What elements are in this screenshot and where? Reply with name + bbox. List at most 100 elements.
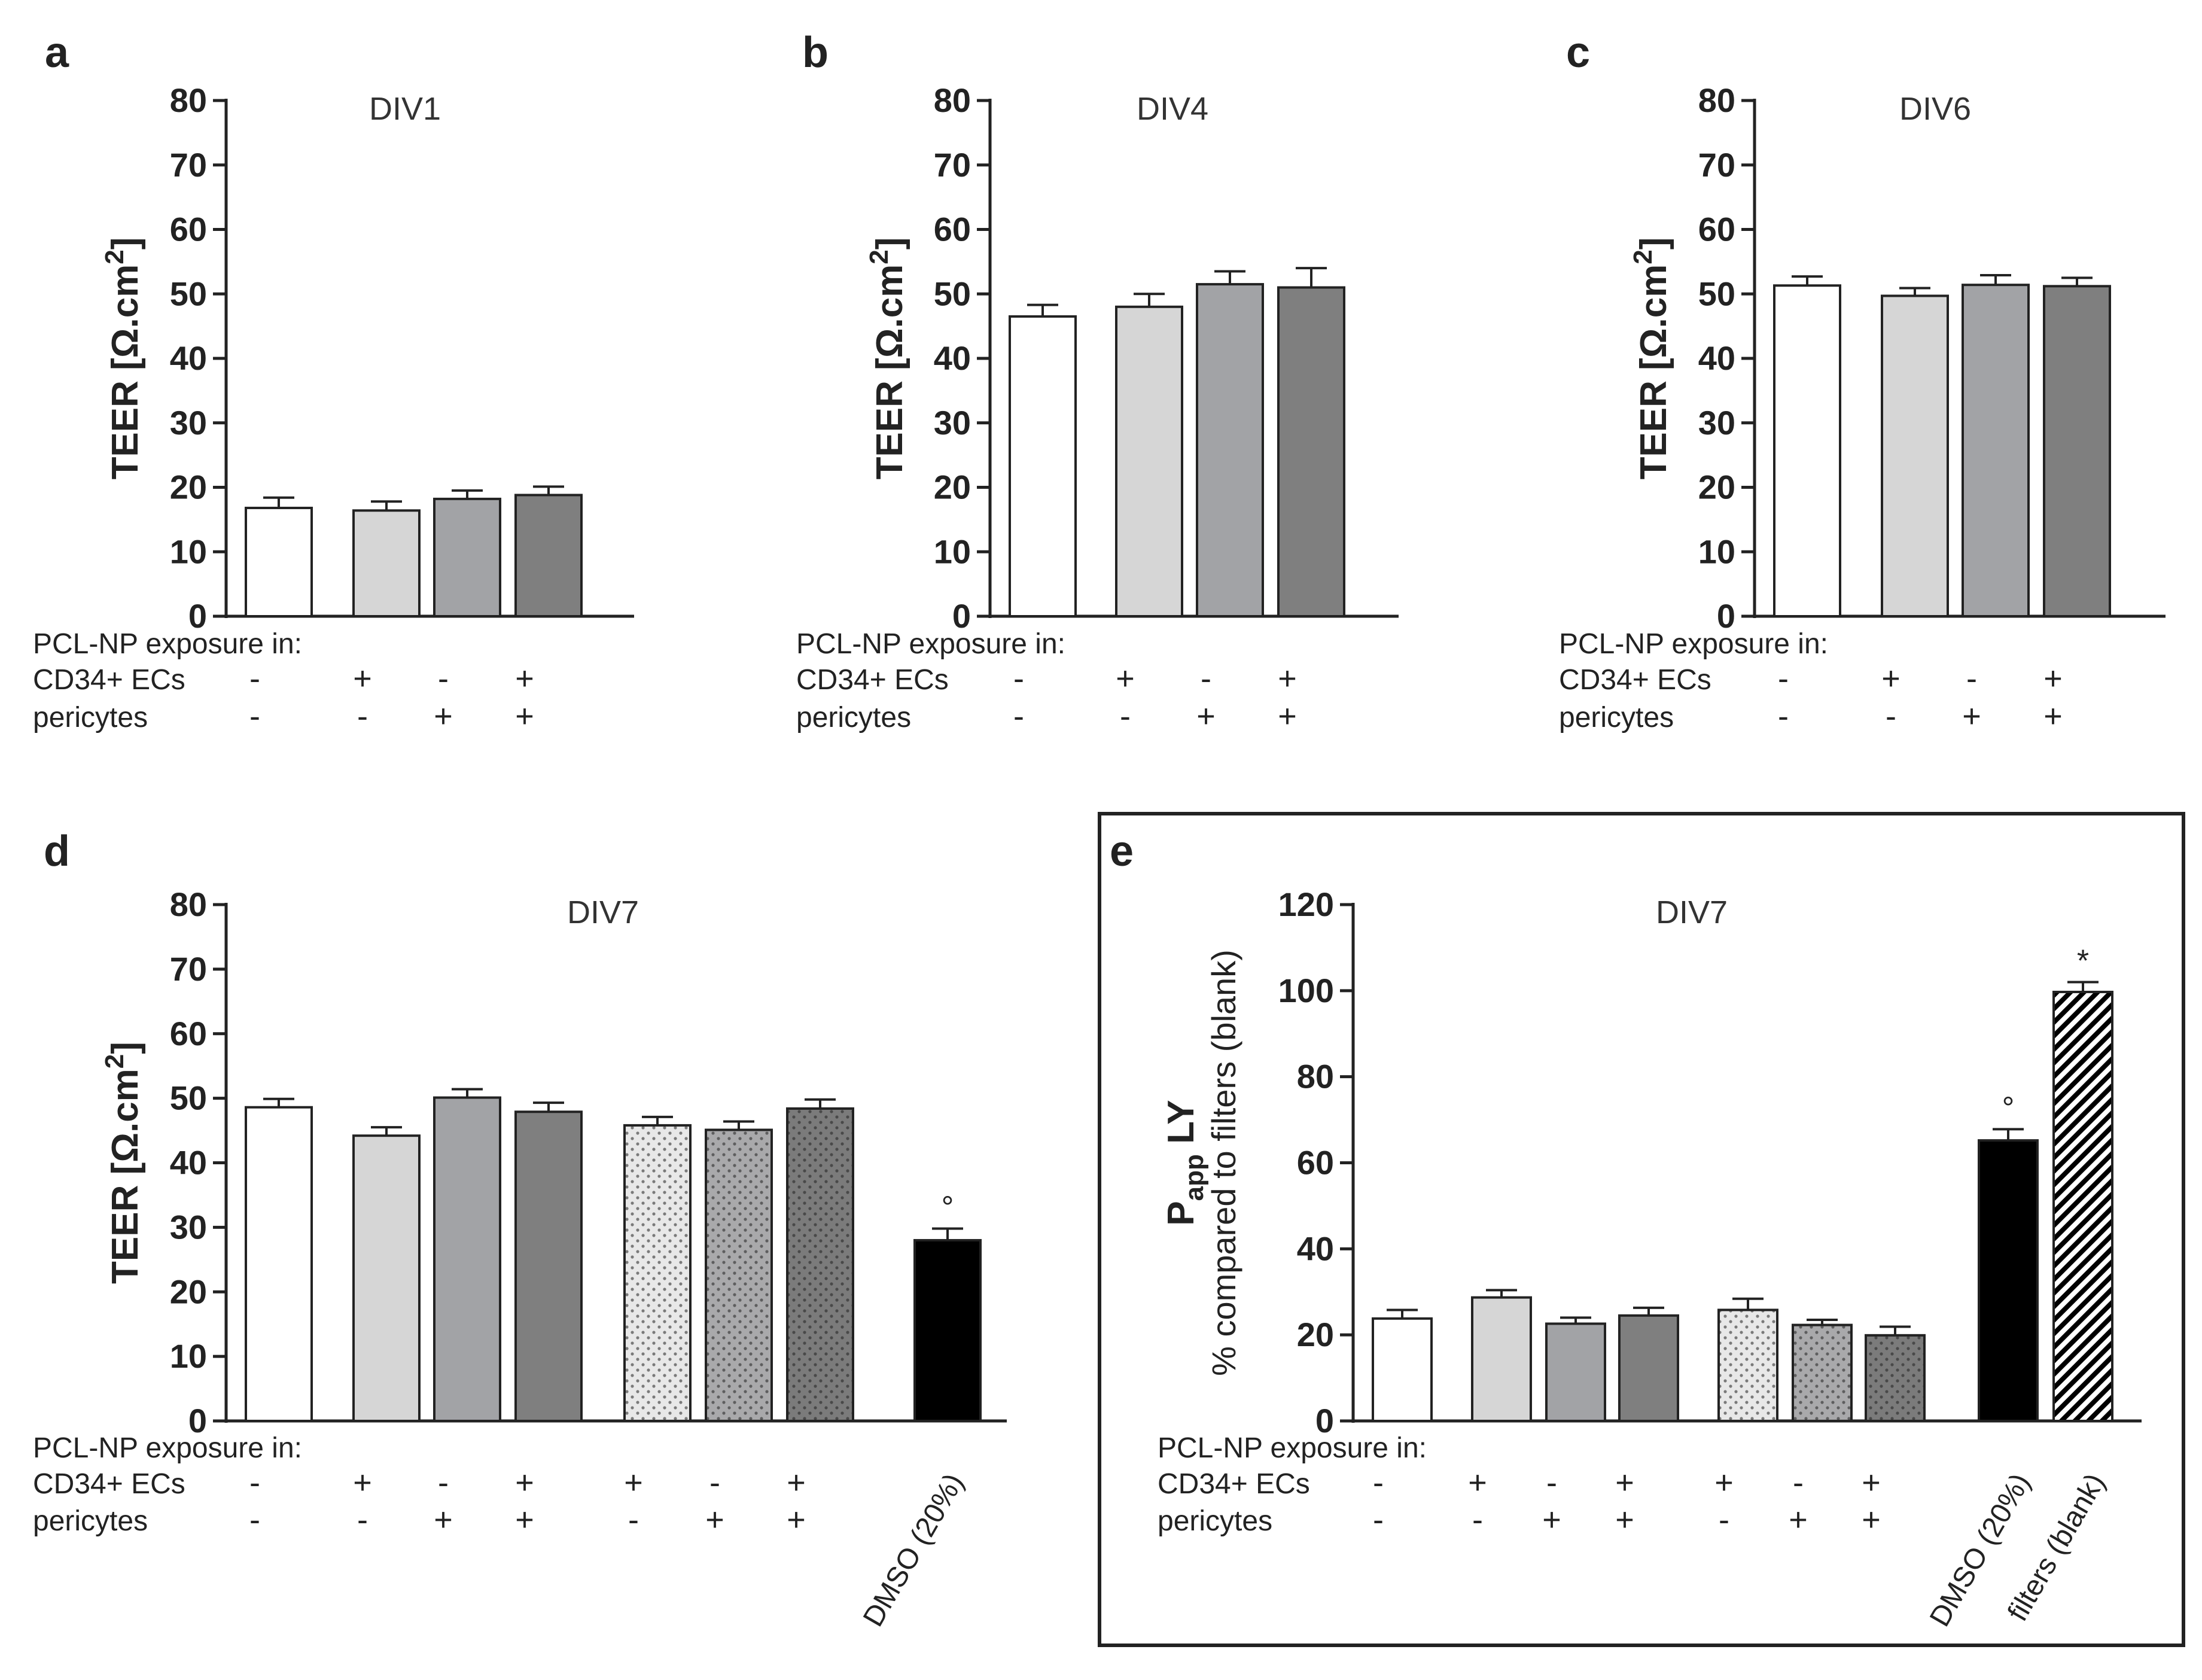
sign-e-3-6: + bbox=[1789, 1502, 1808, 1538]
y-tick-label-a: 60 bbox=[170, 211, 207, 248]
row-label-d-1: PCL-NP exposure in: bbox=[33, 1432, 302, 1464]
y-axis-label-d: TEER [Ω.cm2] bbox=[100, 1042, 146, 1284]
sign-e-2-3: - bbox=[1546, 1465, 1557, 1501]
y-tick-label-b: 70 bbox=[934, 146, 971, 184]
y-tick-label-b: 80 bbox=[934, 81, 971, 119]
row-label-b-3: pericytes bbox=[796, 702, 911, 734]
y-tick-label-e: 0 bbox=[1315, 1402, 1334, 1439]
y-tick-label-a: 10 bbox=[170, 532, 207, 570]
bar-c-3 bbox=[1962, 284, 2030, 618]
sign-d-2-3: - bbox=[438, 1465, 449, 1501]
sign-b-3-2: - bbox=[1120, 698, 1131, 734]
sign-d-3-5: - bbox=[628, 1502, 639, 1538]
sign-b-2-1: - bbox=[1013, 661, 1024, 696]
bar-pattern-e-6 bbox=[1792, 1323, 1853, 1422]
y-tick-label-d: 70 bbox=[170, 950, 207, 988]
y-tick-label-c: 70 bbox=[1698, 146, 1735, 184]
y-tick-label-c: 50 bbox=[1698, 275, 1735, 312]
sign-e-3-2: - bbox=[1472, 1502, 1483, 1538]
sign-d-2-4: + bbox=[515, 1465, 534, 1501]
bar-pattern-e-7 bbox=[1865, 1334, 1926, 1422]
bar-e-3 bbox=[1545, 1322, 1606, 1422]
y-tick-label-a: 50 bbox=[170, 275, 207, 312]
y-tick-label-b: 0 bbox=[952, 597, 971, 635]
sign-a-3-4: + bbox=[515, 698, 534, 734]
bar-b-2 bbox=[1115, 305, 1183, 617]
sign-e-3-7: + bbox=[1862, 1502, 1881, 1538]
panel-e-frame bbox=[1098, 812, 2185, 1647]
sign-a-2-3: - bbox=[438, 661, 449, 696]
sign-d-2-5: + bbox=[624, 1465, 643, 1501]
y-tick-label-a: 80 bbox=[170, 81, 207, 119]
panel-e: e DIV7 0 20 40 60 80 100 120 Papp LY% compared to… bbox=[1110, 827, 2142, 1632]
y-tick-label-d: 0 bbox=[188, 1402, 207, 1439]
sign-a-2-2: + bbox=[353, 661, 372, 696]
row-label-e-2: CD34+ ECs bbox=[1158, 1468, 1310, 1500]
y-tick-label-e: 80 bbox=[1297, 1058, 1334, 1095]
row-label-a-1: PCL-NP exposure in: bbox=[33, 628, 302, 660]
y-tick-label-b: 30 bbox=[934, 404, 971, 442]
y-tick-label-b: 50 bbox=[934, 275, 971, 312]
sign-e-3-4: + bbox=[1615, 1502, 1634, 1538]
y-axis-sublabel-e: % compared to filters (blank) bbox=[1205, 949, 1242, 1376]
panel-b: b DIV4 0 10 20 30 40 50 60 70 80 TEER [Ω.cm2] PCL-NP… bbox=[796, 29, 1399, 734]
row-label-b-2: CD34+ ECs bbox=[796, 664, 949, 696]
significance-marker-d-8: ° bbox=[942, 1191, 954, 1225]
y-tick-label-a: 40 bbox=[170, 339, 207, 377]
sign-c-3-1: - bbox=[1778, 698, 1789, 734]
row-label-d-3: pericytes bbox=[33, 1505, 148, 1537]
bar-c-1 bbox=[1773, 284, 1841, 617]
y-tick-label-a: 30 bbox=[170, 404, 207, 442]
bar-c-4 bbox=[2043, 285, 2111, 617]
sign-c-2-2: + bbox=[1881, 661, 1901, 696]
y-tick-label-b: 20 bbox=[934, 468, 971, 506]
sign-d-3-4: + bbox=[515, 1502, 534, 1538]
y-tick-label-a: 70 bbox=[170, 146, 207, 184]
panel-label-a: a bbox=[45, 29, 69, 77]
y-tick-label-d: 60 bbox=[170, 1015, 207, 1052]
sign-e-3-5: - bbox=[1719, 1502, 1729, 1538]
y-tick-label-c: 80 bbox=[1698, 81, 1735, 119]
panel-label-d: d bbox=[44, 827, 70, 875]
row-label-c-1: PCL-NP exposure in: bbox=[1559, 628, 1828, 660]
panel-label-e: e bbox=[1110, 827, 1134, 875]
sign-c-2-3: - bbox=[1966, 661, 1977, 696]
sign-c-3-2: - bbox=[1886, 698, 1896, 734]
sign-e-3-1: - bbox=[1373, 1502, 1384, 1538]
bar-d-3 bbox=[433, 1096, 501, 1422]
sign-e-2-4: + bbox=[1615, 1465, 1634, 1501]
bar-d-1 bbox=[245, 1106, 313, 1423]
panel-c: c DIV6 0 10 20 30 40 50 60 70 80 TEER [Ω.cm2] PCL-NP… bbox=[1559, 29, 2166, 734]
y-tick-label-a: 20 bbox=[170, 468, 207, 506]
sign-e-3-3: + bbox=[1542, 1502, 1561, 1538]
bar-c-2 bbox=[1881, 294, 1949, 618]
sign-c-3-4: + bbox=[2043, 698, 2063, 734]
chart-title-c: DIV6 bbox=[1899, 91, 1971, 127]
sign-e-2-2: + bbox=[1468, 1465, 1487, 1501]
sign-a-3-1: - bbox=[249, 698, 260, 734]
bar-e-4 bbox=[1618, 1314, 1679, 1423]
y-tick-label-c: 60 bbox=[1698, 211, 1735, 248]
y-tick-label-e: 20 bbox=[1297, 1316, 1334, 1353]
bar-pattern-d-7 bbox=[786, 1107, 854, 1422]
y-tick-label-d: 20 bbox=[170, 1273, 207, 1310]
y-axis-label-c: TEER [Ω.cm2] bbox=[1628, 238, 1674, 480]
y-tick-label-c: 40 bbox=[1698, 339, 1735, 377]
sign-e-2-7: + bbox=[1862, 1465, 1881, 1501]
row-label-b-1: PCL-NP exposure in: bbox=[796, 628, 1065, 660]
bar-e-1 bbox=[1372, 1317, 1433, 1423]
sign-c-2-4: + bbox=[2043, 661, 2063, 696]
sign-d-2-6: - bbox=[709, 1465, 720, 1501]
panel-d: d DIV7 0 10 20 30 40 50 60 70 80 TEER [Ω.cm2] ° PCL-N… bbox=[33, 827, 1007, 1632]
y-tick-label-d: 10 bbox=[170, 1337, 207, 1375]
y-tick-label-d: 30 bbox=[170, 1208, 207, 1246]
chart-title-b: DIV4 bbox=[1137, 91, 1208, 127]
bar-b-1 bbox=[1009, 315, 1077, 618]
sign-b-3-1: - bbox=[1013, 698, 1024, 734]
row-label-e-3: pericytes bbox=[1158, 1505, 1272, 1537]
sign-d-2-7: + bbox=[787, 1465, 806, 1501]
sign-e-2-1: - bbox=[1373, 1465, 1384, 1501]
sign-d-3-1: - bbox=[249, 1502, 260, 1538]
category-label-d-8: DMSO (20%) bbox=[857, 1468, 970, 1632]
y-tick-label-e: 120 bbox=[1278, 885, 1334, 923]
